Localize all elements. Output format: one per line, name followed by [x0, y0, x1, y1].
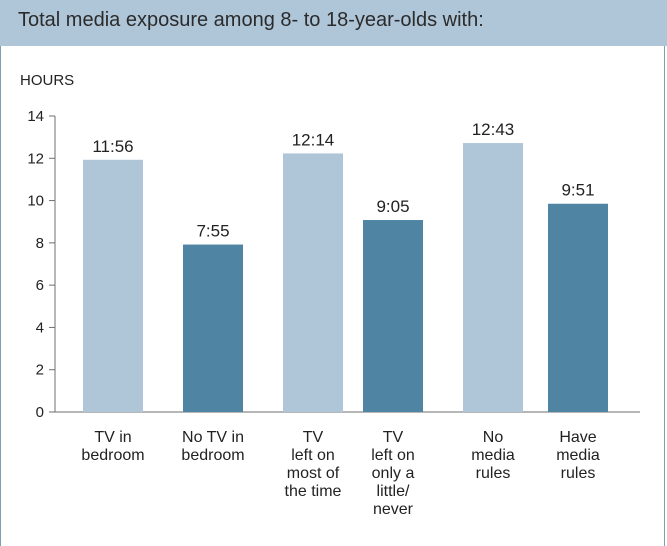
bar-value-label: 9:51	[561, 181, 594, 200]
y-tick-label: 12	[27, 150, 44, 167]
x-category-label: No media rules	[471, 429, 515, 482]
bar	[363, 220, 423, 412]
chart-header: Total media exposure among 8- to 18-year…	[0, 0, 667, 46]
y-tick-label: 14	[27, 108, 44, 125]
bar-value-label: 12:14	[292, 130, 335, 149]
x-category-label: TV in bedroom	[81, 429, 145, 464]
bar-value-label: 11:56	[92, 137, 133, 156]
bar-value-label: 7:55	[196, 222, 229, 241]
bar	[463, 143, 523, 412]
y-tick-label: 8	[36, 235, 44, 252]
bar	[83, 159, 143, 412]
x-category-label: No TV in bedroom	[181, 429, 245, 464]
bar	[283, 153, 343, 412]
chart-title: Total media exposure among 8- to 18-year…	[18, 9, 484, 31]
x-category-label: TV left on only a little/ never	[371, 429, 415, 518]
bar	[183, 244, 243, 412]
y-tick-label: 2	[36, 362, 44, 379]
y-tick-label: 4	[36, 319, 44, 336]
bar-value-label: 9:05	[376, 197, 409, 216]
y-axis-label: HOURS	[20, 72, 75, 89]
y-tick-label: 10	[27, 193, 44, 210]
bar	[548, 203, 608, 412]
y-tick-label: 6	[36, 277, 44, 294]
x-category-label: Have media rules	[556, 429, 600, 482]
y-tick-label: 0	[36, 404, 44, 421]
bar-value-label: 12:43	[472, 120, 515, 139]
x-category-label: TV left on most of the time	[284, 429, 342, 500]
